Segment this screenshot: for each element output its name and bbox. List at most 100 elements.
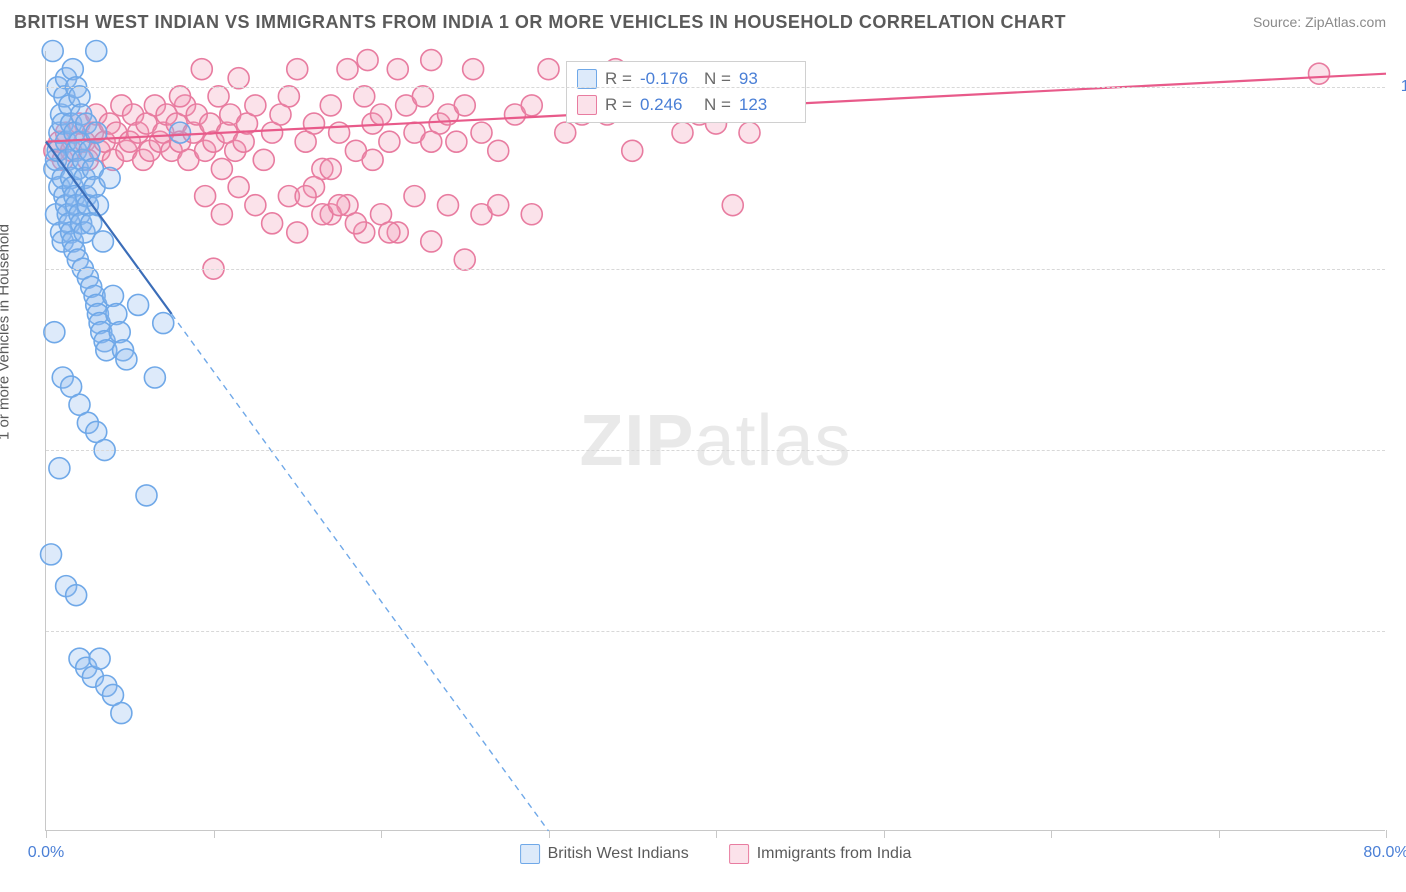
scatter-point xyxy=(228,177,249,198)
stats-n-value-1: 93 xyxy=(739,69,795,89)
gridline-h xyxy=(46,631,1385,632)
scatter-point xyxy=(49,458,70,479)
legend-label-series1: British West Indians xyxy=(548,845,689,863)
scatter-point xyxy=(354,86,375,107)
scatter-point xyxy=(153,313,174,334)
y-tick-label: 40.0% xyxy=(1395,622,1406,640)
scatter-point xyxy=(287,59,308,80)
scatter-point xyxy=(521,95,542,116)
scatter-point xyxy=(295,186,316,207)
stats-swatch-series2 xyxy=(577,95,597,115)
stats-r-value-2: 0.246 xyxy=(640,95,696,115)
scatter-point xyxy=(89,648,110,669)
x-tick xyxy=(716,830,717,838)
scatter-point xyxy=(42,41,63,62)
legend-label-series2: Immigrants from India xyxy=(757,845,912,863)
scatter-point xyxy=(144,367,165,388)
stats-n-value-2: 123 xyxy=(739,95,795,115)
scatter-point xyxy=(555,122,576,143)
scatter-point xyxy=(421,131,442,152)
scatter-point xyxy=(92,231,113,252)
scatter-point xyxy=(421,50,442,71)
stats-r-label-2: R = xyxy=(605,95,632,115)
scatter-point xyxy=(320,95,341,116)
stats-r-value-1: -0.176 xyxy=(640,69,696,89)
scatter-point xyxy=(404,186,425,207)
x-tick xyxy=(214,830,215,838)
scatter-point xyxy=(170,86,191,107)
x-tick xyxy=(884,830,885,838)
stats-swatch-series1 xyxy=(577,69,597,89)
scatter-point xyxy=(253,149,274,170)
scatter-point xyxy=(170,122,191,143)
y-axis-label: 1 or more Vehicles in Household xyxy=(0,224,13,440)
x-tick xyxy=(549,830,550,838)
legend-item-series1: British West Indians xyxy=(520,844,689,864)
stats-row-series2: R = 0.246 N = 123 xyxy=(567,92,805,118)
scatter-point xyxy=(379,131,400,152)
stats-n-label-1: N = xyxy=(704,69,731,89)
scatter-point xyxy=(337,59,358,80)
scatter-point xyxy=(454,249,475,270)
x-tick-label: 0.0% xyxy=(28,844,64,862)
scatter-point xyxy=(722,195,743,216)
scatter-point xyxy=(136,485,157,506)
scatter-point xyxy=(622,140,643,161)
scatter-point xyxy=(211,158,232,179)
scatter-point xyxy=(739,122,760,143)
scatter-point xyxy=(116,349,137,370)
scatter-point xyxy=(488,140,509,161)
scatter-point xyxy=(438,195,459,216)
scatter-point xyxy=(211,204,232,225)
chart-title: BRITISH WEST INDIAN VS IMMIGRANTS FROM I… xyxy=(14,12,1066,33)
stats-r-label-1: R = xyxy=(605,69,632,89)
scatter-point xyxy=(446,131,467,152)
x-tick xyxy=(1386,830,1387,838)
legend: British West Indians Immigrants from Ind… xyxy=(520,844,912,864)
scatter-point xyxy=(278,86,299,107)
x-tick xyxy=(1051,830,1052,838)
y-tick-label: 60.0% xyxy=(1395,441,1406,459)
scatter-point xyxy=(128,294,149,315)
stats-box: R = -0.176 N = 93 R = 0.246 N = 123 xyxy=(566,61,806,123)
svg-layer xyxy=(46,51,1385,830)
scatter-point xyxy=(287,222,308,243)
scatter-point xyxy=(463,59,484,80)
legend-swatch-series2 xyxy=(729,844,749,864)
scatter-point xyxy=(488,195,509,216)
scatter-point xyxy=(304,113,325,134)
scatter-point xyxy=(262,213,283,234)
scatter-point xyxy=(329,195,350,216)
scatter-point xyxy=(111,703,132,724)
legend-item-series2: Immigrants from India xyxy=(729,844,912,864)
scatter-point xyxy=(191,59,212,80)
scatter-point xyxy=(66,585,87,606)
scatter-point xyxy=(371,104,392,125)
scatter-point xyxy=(195,186,216,207)
source-attribution: Source: ZipAtlas.com xyxy=(1253,14,1386,30)
x-tick-label: 80.0% xyxy=(1363,844,1406,862)
scatter-point xyxy=(454,95,475,116)
scatter-point xyxy=(41,544,62,565)
scatter-point xyxy=(672,122,693,143)
scatter-point xyxy=(245,195,266,216)
scatter-point xyxy=(245,95,266,116)
chart-container: BRITISH WEST INDIAN VS IMMIGRANTS FROM I… xyxy=(0,0,1406,892)
x-tick xyxy=(381,830,382,838)
gridline-h xyxy=(46,269,1385,270)
scatter-point xyxy=(538,59,559,80)
gridline-h xyxy=(46,87,1385,88)
scatter-point xyxy=(329,122,350,143)
scatter-point xyxy=(387,59,408,80)
scatter-point xyxy=(379,222,400,243)
scatter-point xyxy=(362,149,383,170)
x-tick xyxy=(46,830,47,838)
source-name: ZipAtlas.com xyxy=(1305,14,1386,30)
scatter-point xyxy=(357,50,378,71)
scatter-point xyxy=(86,41,107,62)
scatter-point xyxy=(345,213,366,234)
scatter-point xyxy=(228,68,249,89)
scatter-point xyxy=(471,122,492,143)
y-tick-label: 100.0% xyxy=(1395,78,1406,96)
plot-area: ZIPatlas R = -0.176 N = 93 R = 0.246 N =… xyxy=(45,51,1385,831)
